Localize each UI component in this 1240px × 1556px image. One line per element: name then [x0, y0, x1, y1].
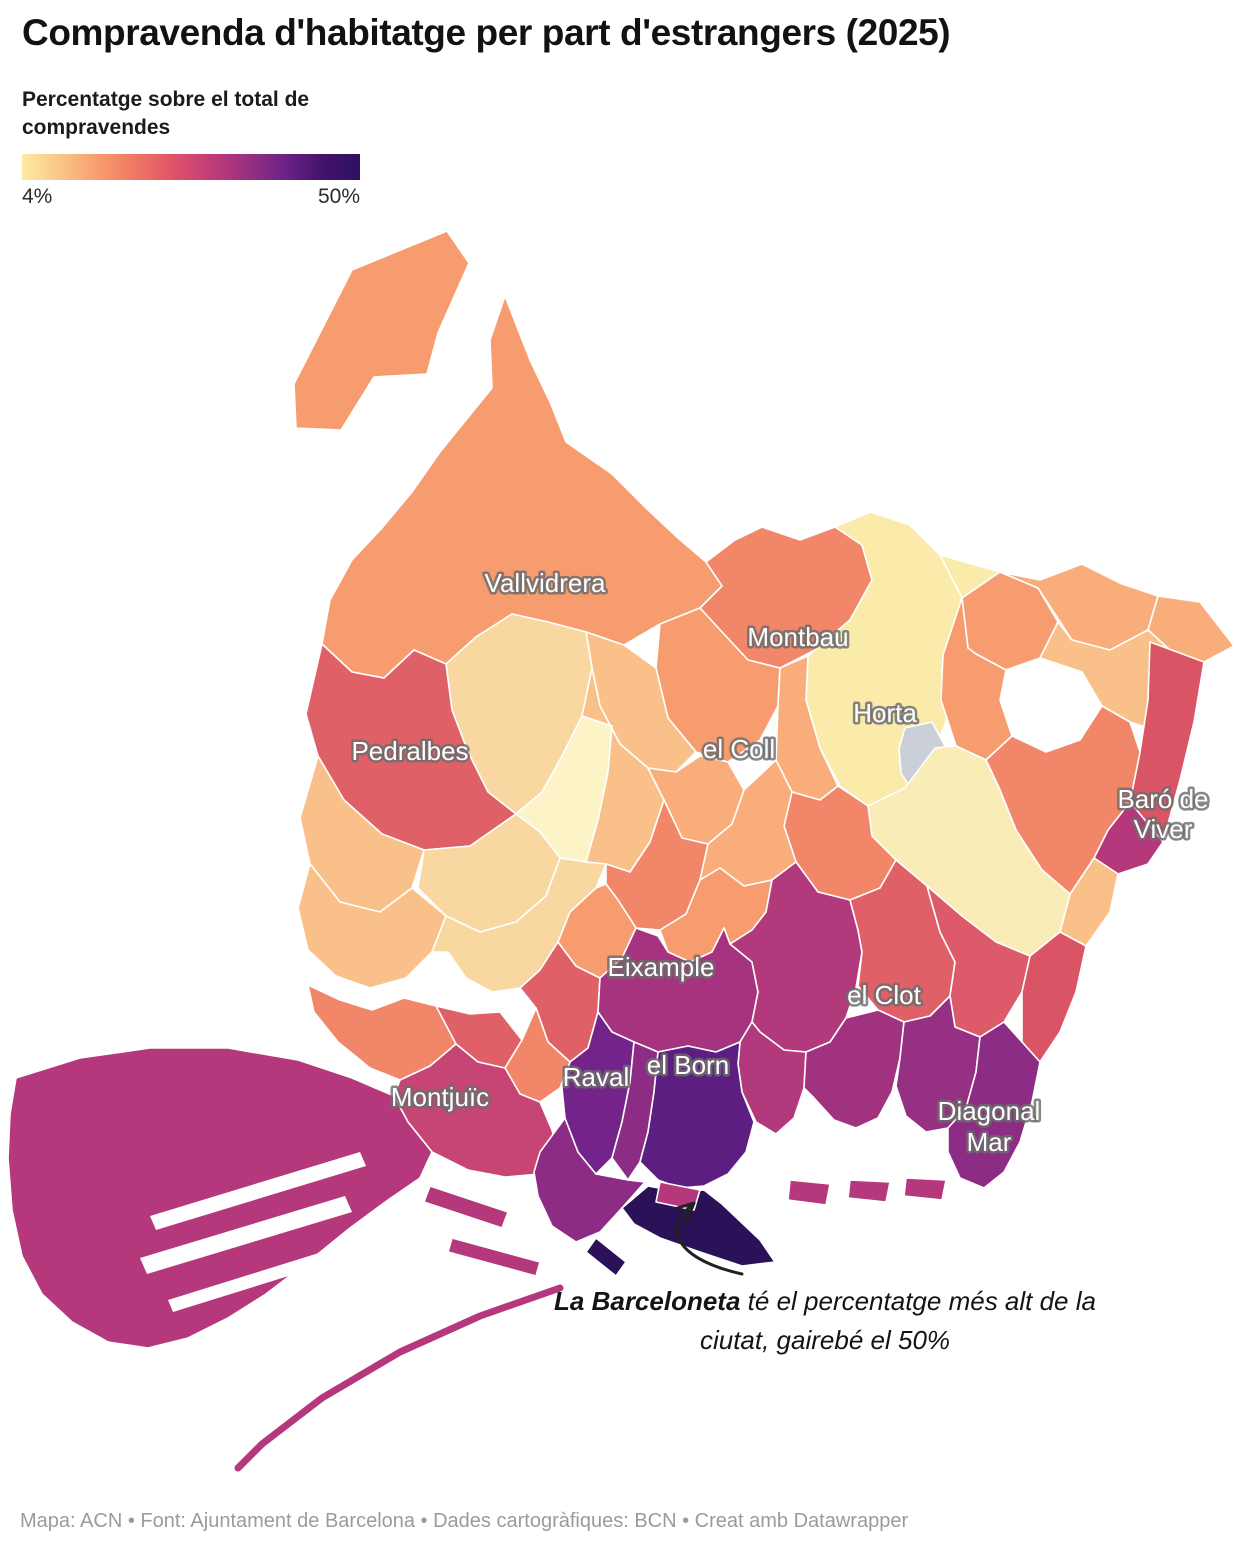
map-label-el-coll: el Coll	[703, 734, 775, 764]
region-el-born[interactable]	[639, 1041, 755, 1189]
annotation-arrow	[675, 1201, 744, 1276]
annotation-barceloneta: La Barceloneta té el percentatge més alt…	[545, 1282, 1105, 1360]
page-title: Compravenda d'habitatge per part d'estra…	[22, 12, 951, 53]
legend-gradient-bar	[22, 154, 360, 181]
legend-title-line1: Percentatge sobre el total de	[22, 88, 310, 111]
map-label-vallvidrera: Vallvidrera	[485, 568, 606, 598]
region-port-pier-2[interactable]	[447, 1237, 541, 1277]
annotation-line1: té el percentatge més alt de la	[747, 1286, 1096, 1316]
map-label-montbau: Montbau	[747, 622, 848, 652]
annotation-bold: La Barceloneta	[554, 1286, 741, 1316]
region-zf-dock-2[interactable]	[140, 1196, 352, 1274]
map-label-raval: Raval	[563, 1062, 629, 1092]
annotation-arrowhead	[672, 1201, 696, 1224]
map-label-montju-c: Montjuïc	[391, 1082, 489, 1112]
map-label-mar: Mar	[967, 1127, 1012, 1157]
region-zf-dock-1[interactable]	[150, 1152, 366, 1230]
region-collserola-arm[interactable]	[293, 230, 470, 431]
legend-max-label: 50%	[317, 185, 360, 209]
legend-title: Percentatge sobre el total de compravend…	[22, 86, 382, 141]
region-barceloneta-pier[interactable]	[585, 1237, 627, 1277]
annotation-line2: ciutat, gairebé el 50%	[699, 1325, 951, 1355]
port-breakwater	[234, 1284, 564, 1472]
legend-scale: 4% 50%	[22, 185, 360, 209]
map-label-el-clot: el Clot	[847, 980, 921, 1010]
region-maternitat[interactable]	[297, 863, 447, 989]
region-coast-pier-2[interactable]	[787, 1179, 831, 1206]
map-label-viver: Viver	[1134, 814, 1193, 844]
region-zf-dock-3[interactable]	[168, 1252, 327, 1312]
map-label-diagonal: Diagonal	[938, 1096, 1041, 1126]
region-port-pier-1[interactable]	[423, 1185, 509, 1229]
footer-attribution: Mapa: ACN • Font: Ajuntament de Barcelon…	[20, 1510, 909, 1532]
map-label-bar-de: Baró de	[1117, 784, 1208, 814]
map-label-el-born: el Born	[647, 1050, 729, 1080]
region-la-verneda[interactable]	[1021, 931, 1087, 1063]
region-coast-pier-3[interactable]	[847, 1179, 891, 1203]
legend-min-label: 4%	[22, 185, 53, 209]
map-label-eixample: Eixample	[608, 952, 715, 982]
region-coast-pier-4[interactable]	[903, 1177, 947, 1201]
map-label-horta: Horta	[853, 698, 917, 728]
region-barceloneta[interactable]	[621, 1185, 776, 1267]
region-diagonal-mar[interactable]	[947, 1021, 1041, 1189]
legend-title-line2: compravendes	[22, 115, 171, 139]
region-poblenou-2[interactable]	[803, 1009, 905, 1129]
map-label-pedralbes: Pedralbes	[351, 736, 468, 766]
legend: Percentatge sobre el total de compravend…	[22, 86, 382, 209]
